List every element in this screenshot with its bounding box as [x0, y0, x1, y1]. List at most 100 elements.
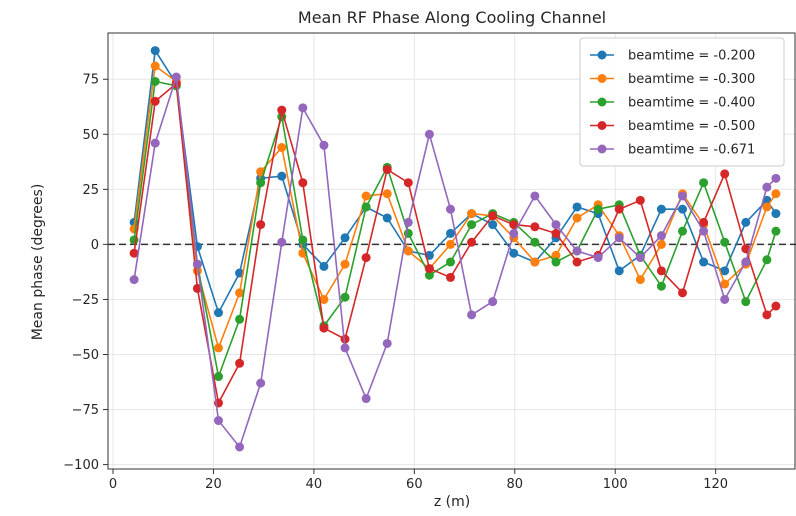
data-point [656, 281, 666, 291]
data-point [678, 288, 688, 298]
y-tick-label: −50 [72, 348, 99, 363]
data-point [720, 266, 730, 276]
data-point [382, 189, 392, 199]
x-tick-label: 60 [406, 477, 423, 492]
data-point [741, 217, 751, 227]
series-line [133, 80, 777, 380]
series-5 [129, 72, 781, 452]
legend-item: beamtime = -0.200 [590, 49, 755, 64]
data-point [551, 220, 561, 230]
data-point [593, 253, 603, 263]
legend-label: beamtime = -0.200 [628, 49, 755, 64]
data-point [150, 96, 160, 106]
legend-item: beamtime = -0.400 [590, 96, 755, 111]
x-tick-label: 0 [109, 477, 117, 492]
data-point [771, 209, 781, 219]
data-point [445, 239, 455, 249]
data-point [530, 191, 540, 201]
data-point [150, 76, 160, 86]
data-point [319, 294, 329, 304]
x-tick-label: 80 [507, 477, 524, 492]
data-point [572, 213, 582, 223]
data-point [551, 250, 561, 260]
data-point [340, 259, 350, 269]
y-tick-label: 0 [91, 238, 99, 253]
data-point [699, 257, 709, 267]
data-point [445, 228, 455, 238]
legend: beamtime = -0.200 beamtime = -0.300 beamti… [579, 37, 785, 167]
data-point [678, 226, 688, 236]
data-point [277, 143, 287, 153]
data-point [445, 272, 455, 282]
data-point [361, 202, 371, 212]
data-point [150, 46, 160, 56]
data-point [762, 310, 772, 320]
legend-item: beamtime = -0.300 [590, 72, 755, 87]
data-point [614, 204, 624, 214]
y-tick-label: 50 [82, 128, 99, 143]
data-point [235, 442, 245, 452]
data-point [129, 248, 139, 258]
legend-marker [597, 144, 607, 154]
data-point [699, 226, 709, 236]
data-point [256, 378, 266, 388]
data-point [424, 264, 434, 274]
data-point [129, 235, 139, 245]
data-point [678, 204, 688, 214]
data-point [213, 372, 223, 382]
data-point [509, 228, 519, 238]
legend-item: beamtime = -0.500 [590, 119, 755, 134]
data-point [213, 343, 223, 353]
data-point [656, 266, 666, 276]
data-point [235, 288, 245, 298]
legend-label: beamtime = -0.300 [628, 72, 755, 87]
data-point [129, 275, 139, 285]
data-point [298, 178, 308, 188]
data-point [277, 105, 287, 115]
data-point [771, 226, 781, 236]
legend-marker [597, 121, 607, 130]
data-point [235, 314, 245, 324]
data-point [656, 239, 666, 249]
data-point [720, 169, 730, 179]
legend-label: beamtime = -0.500 [628, 119, 755, 134]
data-point [635, 253, 645, 263]
data-point [720, 294, 730, 304]
data-point [150, 61, 160, 71]
x-tick-label: 120 [703, 477, 728, 492]
data-point [593, 204, 603, 214]
data-point [340, 343, 350, 353]
data-point [403, 217, 413, 227]
data-point [319, 140, 329, 150]
data-point [572, 246, 582, 256]
legend-marker [597, 74, 607, 83]
data-point [382, 165, 392, 175]
data-point [699, 217, 709, 227]
data-point [256, 178, 266, 188]
series-layer [129, 46, 781, 452]
data-point [656, 204, 666, 214]
data-point [445, 257, 455, 267]
data-point [741, 244, 751, 254]
data-point [277, 171, 287, 181]
data-point [509, 220, 519, 230]
data-point [771, 173, 781, 183]
data-point [771, 301, 781, 311]
data-point [614, 266, 624, 276]
x-tick-label: 40 [306, 477, 323, 492]
data-point [361, 253, 371, 263]
legend-marker [597, 97, 607, 107]
data-point [192, 259, 202, 269]
data-point [340, 292, 350, 302]
data-point [741, 297, 751, 307]
data-point [720, 237, 730, 247]
data-point [256, 220, 266, 230]
data-point [488, 220, 498, 230]
data-point [530, 237, 540, 247]
legend-box [579, 37, 785, 167]
data-point [235, 358, 245, 368]
series-4 [129, 79, 781, 408]
data-point [551, 257, 561, 267]
x-axis-label: z (m) [434, 494, 470, 510]
